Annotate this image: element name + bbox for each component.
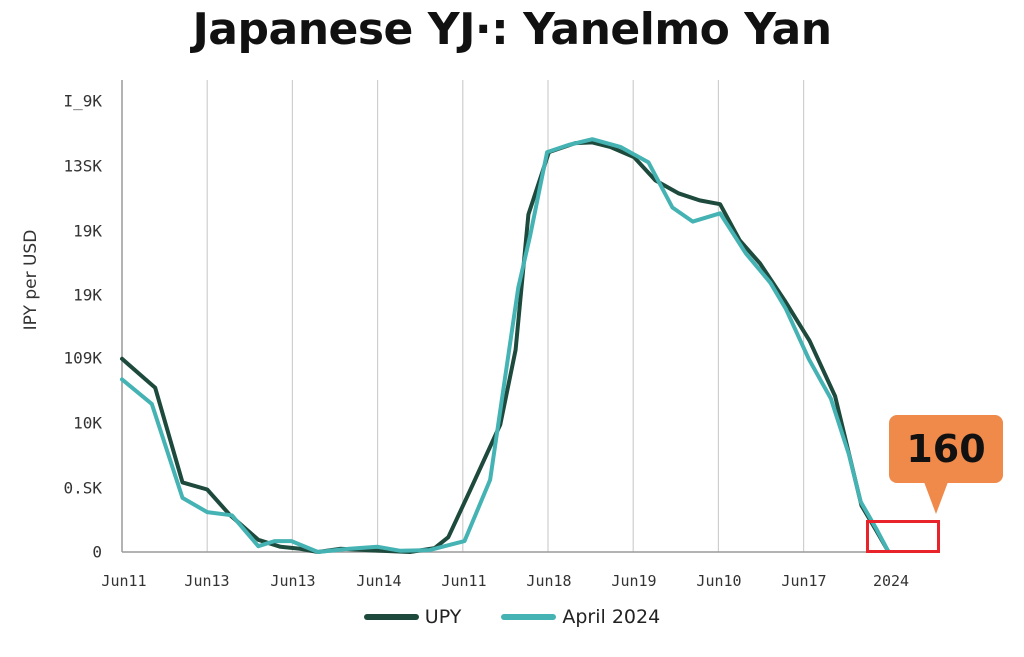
legend-swatch-teal (501, 614, 557, 620)
x-tick: 2024 (872, 572, 910, 590)
y-tick: 0 (92, 542, 102, 562)
x-tick: Jun11 (441, 572, 487, 590)
value-callout: 160 (889, 415, 1003, 483)
chart-title: Japanese YJ·: Yanelmo Yan (192, 4, 832, 55)
x-tick: Jun17 (781, 572, 827, 590)
series-line-upy (120, 140, 890, 554)
x-tick: Jun19 (611, 572, 657, 590)
gridlines (206, 80, 805, 552)
legend-label: UPY (424, 606, 462, 628)
y-tick: 10K (73, 413, 102, 433)
x-tick: Jun11 (101, 572, 147, 590)
legend: UPY April 2024 (0, 606, 1024, 628)
series-line-april-2024 (120, 137, 890, 554)
legend-swatch-dark (363, 614, 419, 620)
y-tick: 109K (63, 348, 102, 368)
legend-item-upy[interactable]: UPY (363, 606, 462, 628)
x-tick: Jun10 (696, 572, 742, 590)
y-tick: 0.SK (63, 478, 102, 498)
x-tick: Jun14 (356, 572, 402, 590)
y-tick: 19K (73, 221, 102, 241)
highlight-box (866, 520, 940, 553)
y-tick: 13SK (63, 156, 102, 176)
x-tick: Jun18 (526, 572, 572, 590)
x-tick: Jun13 (184, 572, 230, 590)
legend-label: April 2024 (562, 606, 661, 628)
y-tick: I_9K (63, 91, 102, 111)
legend-item-april-2024[interactable]: April 2024 (501, 606, 660, 628)
y-tick: 19K (73, 285, 102, 305)
x-tick: Jun13 (270, 572, 316, 590)
callout-pointer (924, 482, 948, 514)
